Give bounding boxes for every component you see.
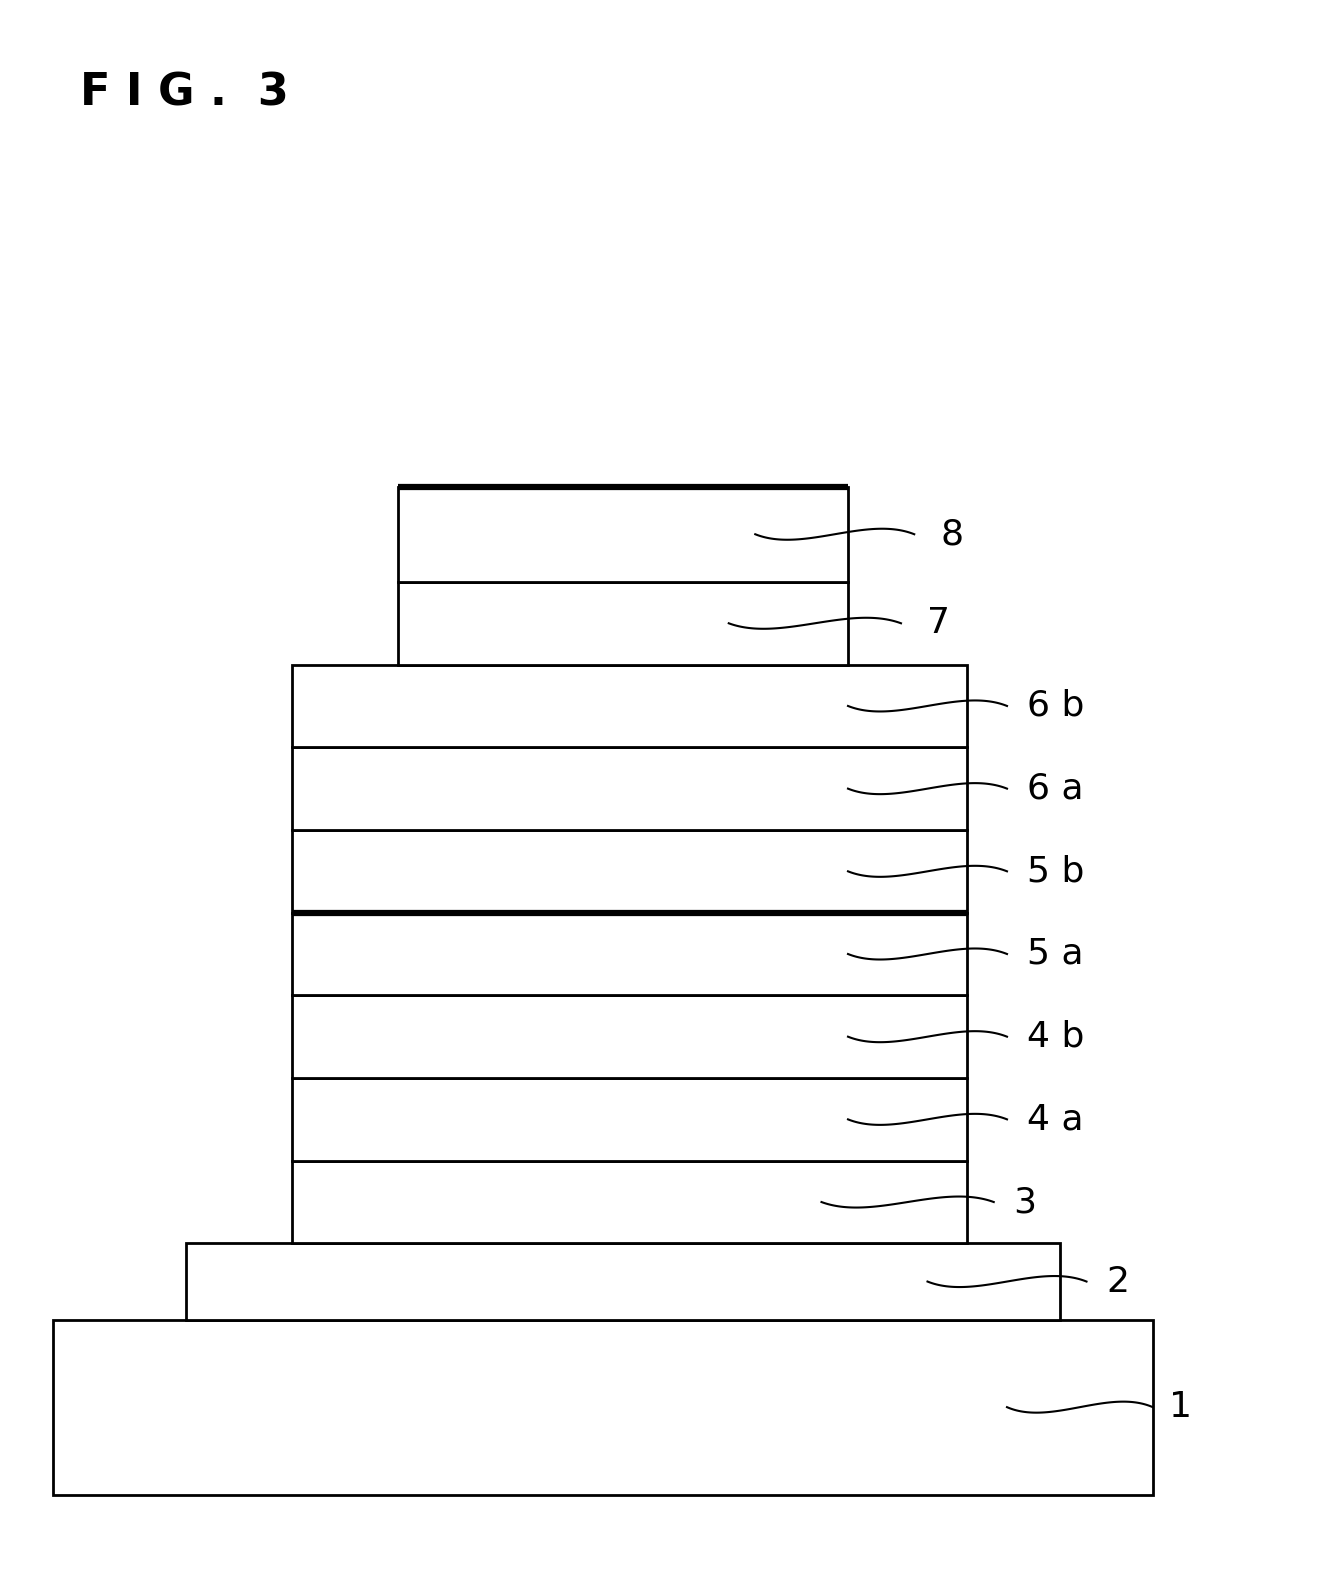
Bar (292, 830, 967, 913)
Text: 5 b: 5 b (1027, 854, 1084, 889)
Bar (398, 582, 848, 665)
Text: 8: 8 (941, 517, 963, 552)
Bar (186, 1243, 1060, 1320)
Text: 1: 1 (1169, 1390, 1191, 1425)
Text: 3: 3 (1014, 1185, 1036, 1220)
Text: 4 b: 4 b (1027, 1019, 1084, 1054)
Bar (398, 487, 848, 582)
Text: 2: 2 (1106, 1264, 1129, 1299)
Text: 4 a: 4 a (1027, 1102, 1084, 1137)
Bar (292, 913, 967, 995)
Bar (292, 1161, 967, 1243)
Text: 6 b: 6 b (1027, 688, 1084, 723)
Bar (53, 1320, 1153, 1495)
Text: 6 a: 6 a (1027, 771, 1084, 806)
Bar (292, 995, 967, 1078)
Bar (292, 1078, 967, 1161)
Bar (292, 747, 967, 830)
Text: 7: 7 (927, 606, 950, 641)
Bar (292, 665, 967, 747)
Text: F I G .  3: F I G . 3 (80, 72, 289, 114)
Text: 5 a: 5 a (1027, 937, 1084, 971)
